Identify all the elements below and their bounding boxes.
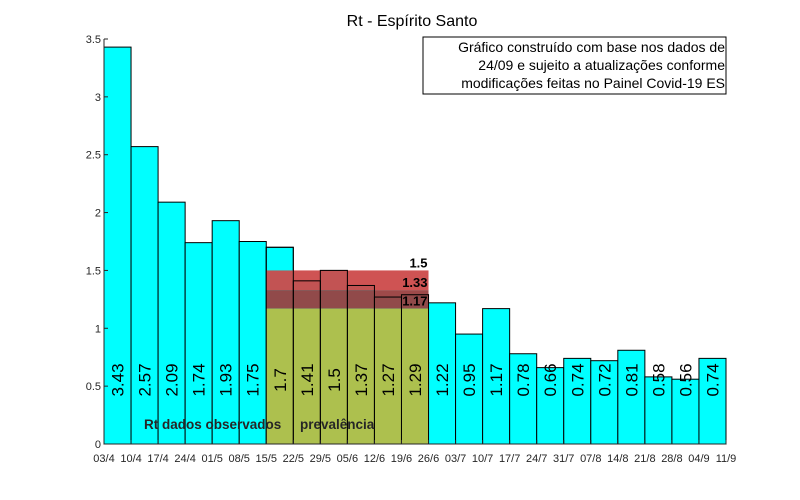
value-label-1: 3.43 (109, 363, 128, 396)
value-label-15: 1.17 (487, 363, 506, 396)
band-label-3: 1.17 (402, 294, 427, 309)
bar-2 (130, 146, 159, 445)
x-tick-label-12: 19/6 (391, 453, 412, 465)
value-label-20: 0.81 (622, 363, 641, 396)
x-tick-label-1: 03/4 (93, 453, 114, 465)
value-label-9: 1.5 (325, 368, 344, 392)
value-label-2: 2.57 (136, 363, 155, 396)
x-ticks-layer: 03/4 10/4 17/4 24/4 01/5 08/5 15/5 22/5 29/5 05/6… (93, 440, 736, 465)
band-labels-layer: 1.5 1.33 1.17 (402, 255, 427, 308)
bar-23 (698, 357, 727, 445)
x-tick-label-14: 03/7 (445, 453, 466, 465)
value-label-23: 0.74 (703, 363, 722, 396)
value-label-16: 0.78 (514, 363, 533, 396)
y-tick-label-3: 1 (95, 323, 101, 335)
x-tick-label-11: 12/6 (364, 453, 385, 465)
band-label-1: 1.5 (409, 255, 427, 270)
x-tick-label-18: 31/7 (553, 453, 574, 465)
bar-16 (509, 353, 538, 445)
value-label-3: 2.09 (163, 363, 182, 396)
bar-20 (617, 349, 646, 445)
bar-17 (536, 367, 565, 445)
band-label-2: 1.33 (402, 275, 427, 290)
x-tick-label-2: 10/4 (120, 453, 141, 465)
note-line-2: 24/09 e sujeito a atualizações conforme (478, 57, 725, 73)
value-label-6: 1.75 (244, 363, 263, 396)
y-ticks-layer: 0 0.5 1 1.5 2 2.5 3 3.5 (86, 34, 108, 451)
value-label-5: 1.93 (217, 363, 236, 396)
value-label-18: 0.74 (568, 363, 587, 396)
x-tick-label-7: 15/5 (256, 453, 277, 465)
value-label-8: 1.41 (298, 363, 317, 396)
x-tick-label-15: 10/7 (472, 453, 493, 465)
x-tick-label-6: 08/5 (229, 453, 250, 465)
bar-3 (157, 201, 186, 445)
bands-layer (265, 246, 430, 445)
y-tick-label-4: 1.5 (86, 265, 101, 277)
bar-22 (671, 378, 700, 445)
y-tick-label-5: 2 (95, 208, 101, 220)
x-tick-label-8: 22/5 (283, 453, 304, 465)
x-tick-label-23: 04/9 (688, 453, 709, 465)
y-tick-label-7: 3 (95, 92, 101, 104)
value-label-7: 1.7 (271, 368, 290, 392)
x-tick-label-13: 26/6 (418, 453, 439, 465)
note-line-3: modificações feitas no Painel Covid-19 E… (461, 75, 725, 91)
x-tick-label-5: 01/5 (201, 453, 222, 465)
y-tick-label-2: 0.5 (86, 381, 101, 393)
value-label-19: 0.72 (595, 363, 614, 396)
value-label-22: 0.56 (676, 363, 695, 396)
x-tick-label-21: 21/8 (634, 453, 655, 465)
x-tick-label-17: 24/7 (526, 453, 547, 465)
bar-4 (184, 242, 213, 445)
y-tick-label-8: 3.5 (86, 34, 101, 46)
value-label-13: 1.22 (433, 363, 452, 396)
value-labels-layer: 3.43 2.57 2.09 1.74 1.93 1.75 1.7 1.41 1.5 1.37 1.… (109, 363, 723, 396)
annotation-prevalence: prevalência (300, 417, 375, 432)
chart-title: Rt - Espírito Santo (347, 13, 478, 30)
value-label-4: 1.74 (190, 363, 209, 396)
bar-21 (644, 376, 673, 445)
annotation-observed: Rt dados observados (144, 417, 281, 432)
bar-18 (563, 357, 592, 445)
note-box-frame (422, 36, 727, 95)
y-tick-label-1: 0 (95, 439, 101, 451)
bar-1 (103, 46, 132, 445)
x-tick-label-19: 07/8 (580, 453, 601, 465)
x-tick-label-10: 05/6 (337, 453, 358, 465)
x-tick-label-4: 24/4 (174, 453, 195, 465)
x-tick-label-16: 17/7 (499, 453, 520, 465)
note-box: Gráfico construído com base nos dados de… (422, 36, 727, 95)
bar-14 (455, 333, 484, 445)
bar-5 (211, 220, 240, 445)
value-label-12: 1.29 (406, 363, 425, 396)
x-tick-label-22: 28/8 (661, 453, 682, 465)
x-tick-label-3: 17/4 (147, 453, 168, 465)
x-tick-label-24: 11/9 (716, 453, 737, 465)
note-line-1: Gráfico construído com base nos dados de (458, 39, 725, 55)
bars-layer (103, 46, 727, 445)
bar-6 (238, 241, 267, 445)
value-label-14: 0.95 (460, 363, 479, 396)
y-tick-label-6: 2.5 (86, 150, 101, 162)
value-label-17: 0.66 (541, 363, 560, 396)
value-label-10: 1.37 (352, 363, 371, 396)
bar-19 (590, 360, 619, 445)
x-tick-label-9: 29/5 (310, 453, 331, 465)
value-label-11: 1.27 (379, 363, 398, 396)
value-label-21: 0.58 (649, 363, 668, 396)
x-tick-label-20: 14/8 (607, 453, 628, 465)
axes-layer (103, 39, 726, 445)
